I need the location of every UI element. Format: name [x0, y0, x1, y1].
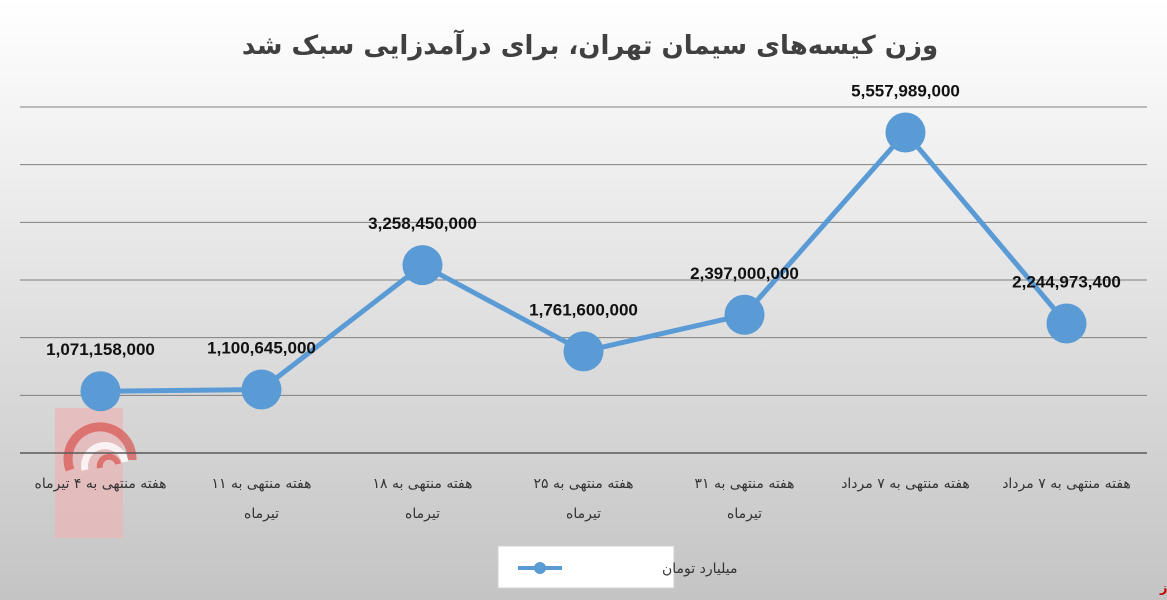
data-labels: 1,071,158,000 1,100,645,000 3,258,450,000 1…	[46, 81, 1121, 359]
data-label: 1,761,600,000	[529, 300, 638, 319]
data-point	[402, 245, 443, 286]
legend-marker-swatch	[534, 562, 546, 574]
x-tick-label: هفته منتهی به ۱۱	[211, 476, 311, 492]
x-tick-label: تیرماه	[244, 506, 279, 522]
data-label: 2,397,000,000	[690, 264, 799, 283]
data-point	[241, 369, 282, 410]
data-label: 3,258,450,000	[368, 214, 477, 233]
x-tick-label: هفته منتهی به ۱۸	[372, 476, 472, 492]
data-point	[724, 294, 765, 335]
x-tick-label: هفته منتهی به ۴ تیرماه	[35, 476, 167, 492]
corner-watermark: بورس نیوز	[1159, 581, 1167, 596]
bourse-news-logo	[55, 408, 137, 538]
data-label: 1,071,158,000	[46, 340, 155, 359]
x-tick-label: هفته منتهی به ۳۱	[694, 476, 794, 492]
x-tick-label: تیرماه	[566, 506, 601, 522]
data-label: 5,557,989,000	[851, 81, 960, 100]
data-point	[1046, 303, 1087, 344]
x-tick-label: هفته منتهی به ۷ مرداد	[841, 476, 970, 492]
data-point	[885, 112, 926, 153]
legend-series-label: میلیارد تومان	[662, 561, 737, 577]
data-point	[80, 371, 121, 412]
category-labels: هفته منتهی به ۴ تیرماه هفته منتهی به ۱۱ تی…	[35, 476, 1131, 522]
data-points	[80, 112, 1087, 412]
data-label: 1,100,645,000	[207, 339, 316, 358]
x-tick-label: تیرماه	[405, 506, 440, 522]
chart-title: وزن کیسه‌های سیمان تهران، برای درآمدزایی…	[242, 29, 938, 61]
data-point	[563, 331, 604, 372]
legend: میلیارد تومان	[497, 545, 737, 589]
data-label: 2,244,973,400	[1012, 273, 1121, 292]
x-tick-label: هفته منتهی به ۷ مرداد	[1002, 476, 1131, 492]
x-tick-label: تیرماه	[727, 506, 762, 522]
gridlines	[20, 106, 1147, 454]
x-tick-label: هفته منتهی به ۲۵	[533, 476, 633, 492]
